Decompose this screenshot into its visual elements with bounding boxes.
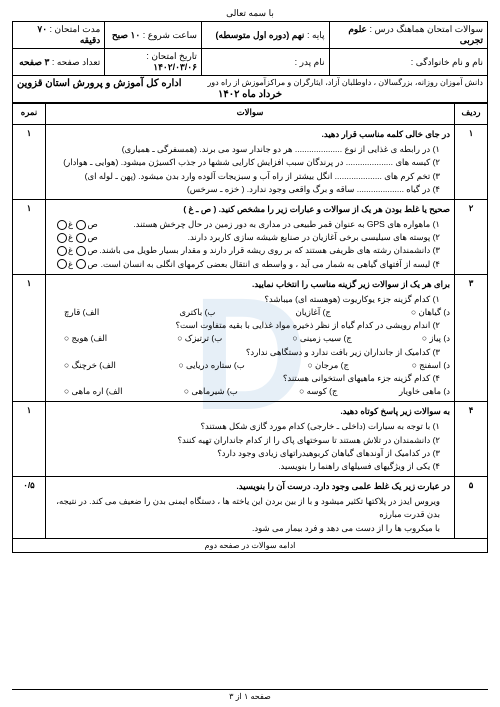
- opt: د) گیاهان ○: [411, 306, 450, 319]
- question-row: ۴ به سوالات زیر پاسخ کوتاه دهید. ۱) با ت…: [13, 402, 488, 477]
- q1-line2: ۲) کیسه های .................... در پرند…: [50, 156, 440, 169]
- date-label: تاریخ امتحان :: [146, 51, 197, 61]
- tf-marks: ص غ: [50, 258, 98, 271]
- organization: اداره کل آموزش و پرورش استان قزوین: [17, 78, 182, 89]
- opt: ب) شیرماهی ○: [184, 385, 238, 398]
- name-label: نام و نام خانوادگی :: [411, 57, 483, 67]
- q3-s3: ۳) کدامیک از جانداران زیر بافت ندارد و د…: [50, 346, 440, 359]
- tf-marks: ص غ: [50, 244, 98, 257]
- q1-number: ۱: [455, 125, 488, 200]
- audience-text: دانش آموزان روزانه، بزرگسالان ، داوطلبان…: [207, 78, 483, 87]
- q2-number: ۲: [455, 199, 488, 274]
- opt: د) اسفنج ○: [412, 359, 450, 372]
- opt: د) ماهی خاویار: [399, 385, 450, 398]
- exam-month: خرداد ماه ۱۴۰۲: [17, 89, 483, 100]
- q5-title: در عبارت زیر یک غلط علمی وجود دارد. درست…: [50, 480, 450, 493]
- pages-value: ۳ صفحه: [19, 57, 49, 67]
- opt: ج) مرجان ○: [307, 359, 349, 372]
- pages-label: تعداد صفحه :: [52, 57, 100, 67]
- opt: الف) هویج ○: [64, 332, 107, 345]
- opt: ج) آغازیان: [296, 306, 331, 319]
- q3-number: ۳: [455, 274, 488, 402]
- date-value: ۱۴۰۲/۰۳/۰۶: [153, 62, 197, 72]
- q2-line3: ۳) دانشمندان رشته های ظریفی هستند که بر …: [99, 244, 440, 257]
- q4-line4: ۴) یکی از ویژگیهای فسیلهای راهنما را بنو…: [50, 460, 440, 473]
- q3-s2: ۲) اندام رویشی در کدام گیاه از نظر ذخیره…: [50, 319, 440, 332]
- q3-s4: ۴) کدام گزینه جزء ماهیهای استخوانی هستند…: [50, 372, 440, 385]
- question-row: ۱ در جای خالی کلمه مناسب قرار دهید. ۱) د…: [13, 125, 488, 200]
- question-row: ۳ برای هر یک از سوالات زیر گزینه مناسب ر…: [13, 274, 488, 402]
- q4-line1: ۱) با توجه به سیارات (داخلی ـ خارجی) کدا…: [50, 420, 440, 433]
- opt: ج) سیب زمینی ○: [292, 332, 351, 345]
- q1-title: در جای خالی کلمه مناسب قرار دهید.: [50, 128, 450, 141]
- q5-number: ۵: [455, 477, 488, 539]
- tf-marks: ص غ: [50, 218, 98, 231]
- q2-line4: ۴) لیسه از آفتهای گیاهی به شمار می آید ،…: [101, 258, 440, 271]
- bismillah: با سمه تعالی: [12, 8, 488, 19]
- q1-line4: ۴) در گیاه .................... ساقه و ب…: [50, 183, 440, 196]
- q2-score: ۱: [13, 199, 46, 274]
- question-row: ۲ صحیح یا غلط بودن هر یک از سوالات و عبا…: [13, 199, 488, 274]
- q3-score: ۱: [13, 274, 46, 402]
- opt: د) پیاز ○: [422, 332, 450, 345]
- grade-label: پایه :: [307, 30, 325, 40]
- col-score-header: نمره: [13, 104, 46, 125]
- info-subline: اداره کل آموزش و پرورش استان قزوین دانش …: [12, 76, 488, 103]
- opt: الف) خرچنگ ○: [64, 359, 116, 372]
- q3-title: برای هر یک از سوالات زیر گزینه مناسب را …: [50, 278, 450, 291]
- opt: ب) ستاره دریایی ○: [179, 359, 245, 372]
- q2-line1: ۱) ماهواره های GPS به عنوان قمر طبیعی در…: [133, 218, 440, 231]
- tf-marks: ص غ: [50, 231, 98, 244]
- q2-title: صحیح یا غلط بودن هر یک از سوالات و عبارا…: [50, 203, 450, 216]
- col-row-header: ردیف: [455, 104, 488, 125]
- pager: صفحه ۱ از ۳: [229, 692, 271, 701]
- opt: ب) ترتیزک ○: [177, 332, 222, 345]
- q4-line2: ۲) دانشمندان در تلاش هستند تا سوختهای پا…: [50, 434, 440, 447]
- duration-label: مدت امتحان :: [50, 24, 101, 34]
- page-footer: صفحه ۱ از ۳: [12, 689, 488, 701]
- q5-line2: با میکروب ها را از دست می دهد و فرد بیما…: [50, 522, 440, 535]
- opt: الف) اره ماهی ○: [64, 385, 122, 398]
- q3-s1: ۱) کدام گزینه جزء یوکاریوت (هوهسته ای) م…: [50, 293, 440, 306]
- opt: ج) کوسه ○: [299, 385, 337, 398]
- exam-header-table: سوالات امتحان هماهنگ درس : علوم تجربی پا…: [12, 21, 488, 76]
- q5-line1: ویروس ایدز در پلاکتها تکثیر میشود و با ا…: [50, 495, 440, 521]
- q4-number: ۴: [455, 402, 488, 477]
- q1-line1: ۱) در رابطه ی غذایی از نوع .............…: [50, 143, 440, 156]
- q4-score: ۱: [13, 402, 46, 477]
- father-label: نام پدر :: [295, 57, 325, 67]
- continue-note: ادامه سوالات در صفحه دوم: [12, 539, 488, 553]
- q4-title: به سوالات زیر پاسخ کوتاه دهید.: [50, 405, 450, 418]
- q5-score: ۰/۵: [13, 477, 46, 539]
- q2-line2: ۲) پوسته های سیلیسی برخی آغازیان در صنای…: [188, 231, 440, 244]
- start-value: ۱۰ صبح: [112, 30, 140, 40]
- col-question-header: سوالات: [46, 104, 455, 125]
- opt: الف) قارچ: [64, 306, 99, 319]
- q1-score: ۱: [13, 125, 46, 200]
- subject-label: سوالات امتحان هماهنگ درس :: [369, 24, 483, 34]
- question-row: ۵ در عبارت زیر یک غلط علمی وجود دارد. در…: [13, 477, 488, 539]
- q4-line3: ۳) در کدامیک از آوندهای گیاهان کربوهیدرا…: [50, 447, 440, 460]
- q1-line3: ۳) تخم کرم های .................... انگل…: [50, 170, 440, 183]
- questions-table: ردیف سوالات نمره ۱ در جای خالی کلمه مناس…: [12, 103, 488, 539]
- opt: ب) باکتری: [179, 306, 215, 319]
- start-label: ساعت شروع :: [143, 30, 197, 40]
- grade-value: نهم (دوره اول متوسطه): [216, 30, 305, 40]
